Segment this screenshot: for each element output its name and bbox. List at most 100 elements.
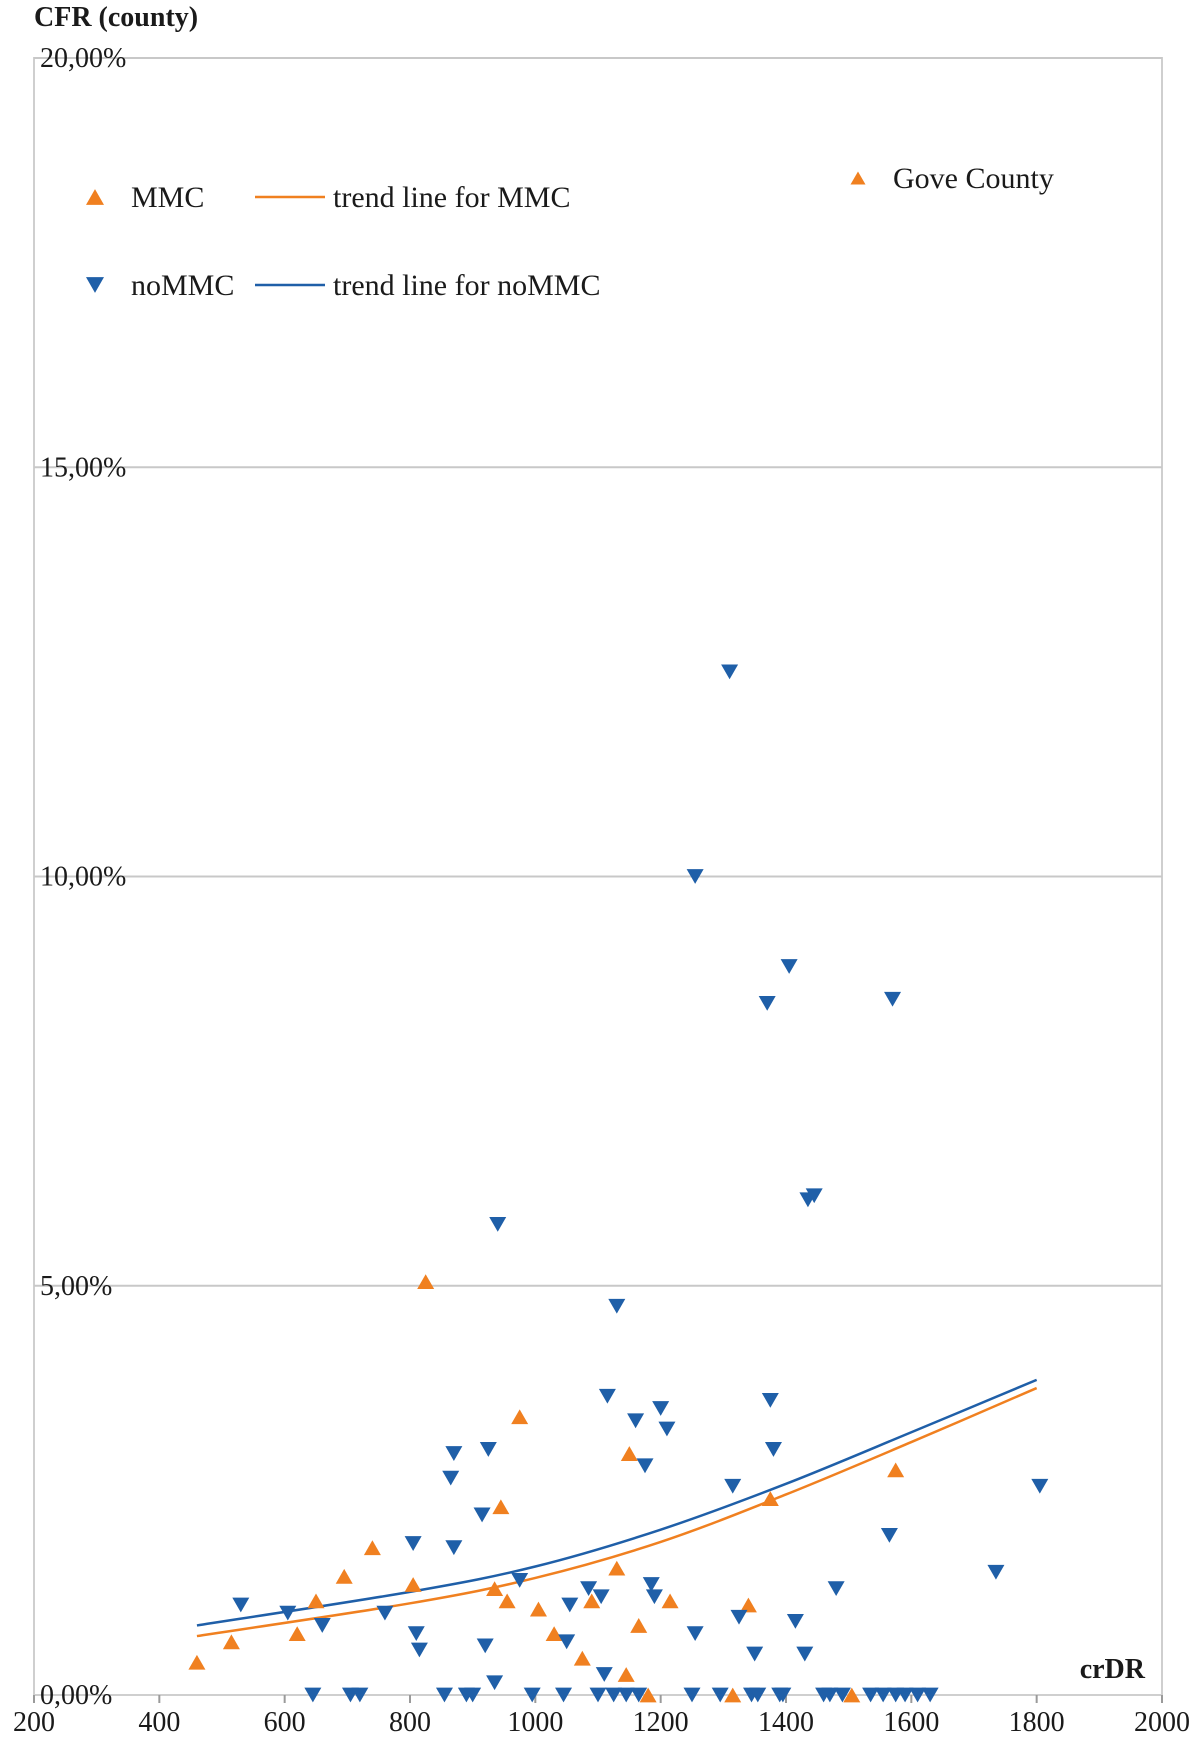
legend-label: MMC [131, 181, 204, 214]
legend-label: noMMC [131, 269, 234, 302]
legend: MMC trend line for MMC noMMC trend line for… [86, 181, 600, 302]
mmc-point [529, 1601, 547, 1617]
nommc-point [909, 1687, 927, 1703]
nommc-point [592, 1589, 610, 1605]
nommc-point [862, 1687, 880, 1703]
nommc-point [304, 1687, 322, 1703]
nommc-point [686, 869, 704, 884]
nommc-point [407, 1626, 425, 1642]
y-tick-label: 15,00% [40, 452, 126, 483]
y-tick-label: 0,00% [40, 1680, 112, 1711]
nommc-point [435, 1687, 453, 1703]
nommc-point [652, 1401, 670, 1416]
nommc-point [313, 1618, 331, 1633]
nommc-point [617, 1687, 635, 1703]
nommc-point [595, 1667, 613, 1682]
trend-line-for-mmc [196, 1386, 1038, 1638]
nommc-point [874, 1687, 892, 1703]
nommc-point [476, 1638, 494, 1654]
nommc-point [821, 1687, 839, 1703]
nommc-point [786, 1613, 804, 1629]
nommc-point [987, 1564, 1005, 1580]
nommc-point [749, 1687, 767, 1703]
x-axis-ticks: 200 400 600 800 1000 1200 1400 1600 1800 2000 [13, 1695, 1190, 1738]
legend-swatch-marker [86, 189, 104, 205]
mmc-point [511, 1409, 529, 1425]
nommc-point [627, 1413, 645, 1429]
gridlines [34, 57, 1162, 1287]
x-axis-title: crDR [1080, 1654, 1146, 1685]
y-axis-title: CFR (county) [34, 2, 198, 33]
nommc-point [711, 1687, 729, 1703]
mmc-point [486, 1581, 504, 1596]
x-tick-label: 1400 [758, 1707, 814, 1738]
mmc-point [363, 1540, 381, 1556]
nommc-point [730, 1609, 748, 1625]
mmc-point [498, 1593, 516, 1609]
nommc-point [608, 1298, 626, 1314]
trend-line-for-nommc [196, 1378, 1038, 1627]
nommc-point [796, 1646, 814, 1662]
mmc-point [307, 1593, 325, 1609]
legend-swatch-marker [86, 277, 104, 293]
mmc-point [639, 1687, 657, 1703]
mmc-point [608, 1560, 626, 1576]
y-tick-label: 10,00% [40, 862, 126, 893]
mmc-point [583, 1593, 601, 1609]
nommc-point [445, 1446, 463, 1461]
legend-label: trend line for MMC [333, 181, 570, 214]
nommc-point [774, 1687, 792, 1703]
mmc-point [761, 1491, 779, 1506]
nommc-point [636, 1458, 654, 1474]
nommc-point [642, 1577, 660, 1592]
mmc-point [335, 1568, 353, 1584]
mmc-point [739, 1597, 757, 1613]
mmc-point [288, 1626, 306, 1642]
x-tick-label: 600 [264, 1707, 306, 1738]
x-tick-label: 400 [138, 1707, 180, 1738]
nommc-point [279, 1605, 297, 1621]
mmc-point [545, 1626, 563, 1642]
nommc-point [880, 1527, 898, 1543]
nommc-point [580, 1581, 598, 1596]
nommc-point [376, 1605, 394, 1621]
nommc-point [884, 991, 902, 1007]
nommc-point [404, 1536, 422, 1551]
nommc-point [630, 1687, 648, 1703]
x-tick-label: 1800 [1009, 1707, 1065, 1738]
nommc-point [511, 1573, 529, 1588]
x-tick-label: 1200 [633, 1707, 689, 1738]
x-tick-label: 800 [389, 1707, 431, 1738]
nommc-point [721, 664, 739, 680]
annotation-marker [850, 171, 866, 185]
mmc-point [222, 1634, 240, 1650]
gove-county-annotation: Gove County [850, 162, 1054, 195]
nommc-point [486, 1675, 504, 1691]
legend-label: trend line for noMMC [333, 269, 600, 302]
nommc-point [445, 1540, 463, 1556]
trend-lines [196, 1378, 1038, 1638]
nommc-point [489, 1216, 507, 1232]
mmc-point [417, 1274, 435, 1290]
x-tick-label: 2000 [1134, 1707, 1190, 1738]
nommc-point [410, 1642, 428, 1658]
x-tick-label: 1000 [507, 1707, 563, 1738]
x-tick-label: 1600 [883, 1707, 939, 1738]
mmc-point [188, 1654, 206, 1670]
annotation-label: Gove County [893, 162, 1054, 195]
data-points [188, 664, 1049, 1703]
x-tick-label: 200 [13, 1707, 55, 1738]
nommc-point [764, 1442, 782, 1457]
nommc-point [686, 1626, 704, 1642]
nommc-point [805, 1188, 823, 1204]
nommc-point [780, 959, 798, 974]
nommc-point [589, 1687, 607, 1703]
nommc-point [758, 995, 776, 1011]
nommc-point [442, 1470, 460, 1486]
nommc-point [896, 1687, 914, 1703]
nommc-point [464, 1687, 482, 1703]
nommc-point [658, 1421, 676, 1437]
nommc-point [827, 1581, 845, 1596]
